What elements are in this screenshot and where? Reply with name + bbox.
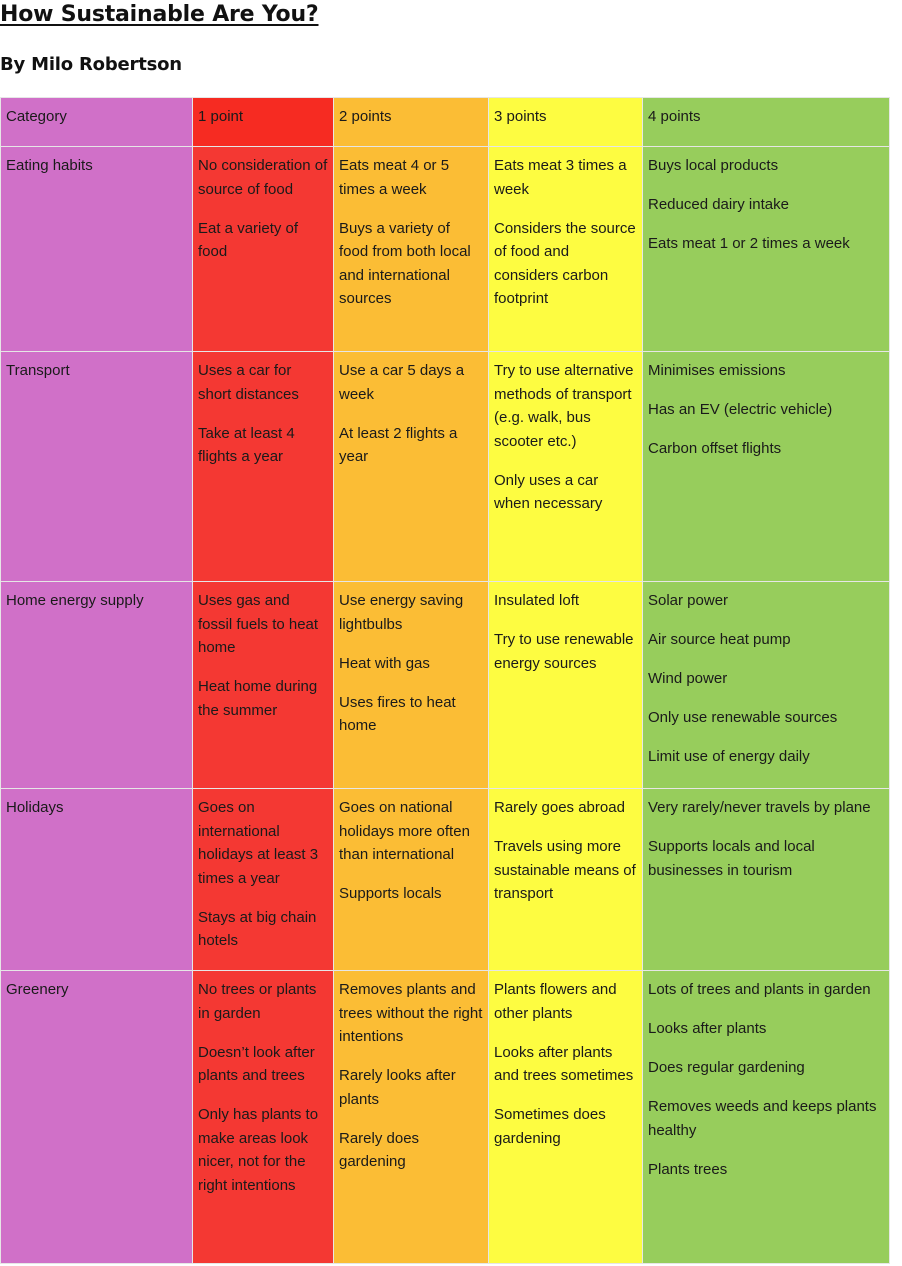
criterion-text: Eat a variety of food (198, 219, 299, 261)
criterion-text: Reduced dairy intake (648, 196, 789, 213)
cell-1-point: Goes on international holidays at least … (192, 788, 334, 971)
criterion-text: Solar power (648, 592, 729, 609)
criterion-text: Travels using more sustainable means of … (494, 838, 636, 902)
category-cell: Greenery (0, 970, 193, 1264)
criterion-text: Buys a variety of food from both local a… (339, 219, 471, 308)
header-category: Category (0, 97, 193, 147)
criterion-text: Try to use alternative methods of transp… (494, 362, 634, 450)
table-header-row: Category 1 point 2 points 3 points 4 poi… (0, 97, 890, 147)
cell-3-points: Plants flowers and other plants Looks aft… (488, 970, 643, 1264)
criterion-text: Carbon offset flights (648, 440, 782, 457)
criterion-text: Take at least 4 flights a year (198, 424, 295, 466)
cell-2-points: Eats meat 4 or 5 times a week Buys a vari… (333, 146, 489, 352)
criterion-text: Heat home during the summer (198, 678, 318, 719)
criterion-text: At least 2 flights a year (339, 424, 458, 466)
header-3-points: 3 points (488, 97, 643, 147)
cell-4-points: Lots of trees and plants in garden Looks … (642, 970, 890, 1264)
criterion-text: Heat with gas (339, 654, 430, 672)
criterion-text: Doesn’t look after plants and trees (198, 1043, 315, 1085)
criterion-text: Eats meat 3 times a week (494, 157, 627, 198)
criterion-text: Try to use renewable energy sources (494, 631, 634, 672)
criterion-text: Rarely does gardening (339, 1129, 420, 1171)
cell-1-point: No trees or plants in garden Doesn’t look… (192, 970, 334, 1264)
criterion-text: Only uses a car when necessary (494, 471, 603, 513)
criterion-text: Insulated loft (494, 592, 580, 609)
cell-1-point: No consideration of source of food Eat a … (192, 146, 334, 352)
cell-4-points: Minimises emissions Has an EV (electric v… (642, 351, 890, 582)
criterion-text: Removes plants and trees without the rig… (339, 981, 483, 1045)
cell-1-point: Uses a car for short distances Take at le… (192, 351, 334, 582)
criterion-text: Uses fires to heat home (339, 693, 456, 735)
criterion-text: No consideration of source of food (198, 157, 328, 198)
criterion-text: Stays at big chain hotels (198, 908, 317, 950)
cell-4-points: Buys local products Reduced dairy intake E… (642, 146, 890, 352)
criterion-text: Lots of trees and plants in garden (648, 981, 871, 998)
cell-3-points: Eats meat 3 times a week Considers the so… (488, 146, 643, 352)
criterion-text: Only has plants to make areas look nicer… (198, 1106, 319, 1194)
criterion-text: Wind power (648, 670, 728, 687)
criterion-text: Plants flowers and other plants (494, 981, 617, 1022)
criterion-text: Uses gas and fossil fuels to heat home (198, 592, 319, 656)
criterion-text: Does regular gardening (648, 1059, 805, 1076)
cell-2-points: Use a car 5 days a week At least 2 flight… (333, 351, 489, 582)
criterion-text: Very rarely/never travels by plane (648, 799, 871, 816)
criterion-text: Buys local products (648, 157, 779, 174)
criterion-text: Supports locals (339, 885, 442, 902)
criterion-text: Use a car 5 days a week (339, 362, 465, 403)
criterion-text: Goes on national holidays more often tha… (339, 799, 470, 863)
category-cell: Home energy supply (0, 581, 193, 789)
criterion-text: Sometimes does gardening (494, 1106, 606, 1147)
criterion-text: Looks after plants (648, 1020, 767, 1037)
criterion-text: Eats meat 4 or 5 times a week (339, 157, 450, 198)
category-cell: Transport (0, 351, 193, 582)
document-title: How Sustainable Are You? (0, 2, 319, 27)
header-2-points: 2 points (333, 97, 489, 147)
cell-3-points: Try to use alternative methods of transp… (488, 351, 643, 582)
cell-2-points: Use energy saving lightbulbs Heat with ga… (333, 581, 489, 789)
category-cell: Eating habits (0, 146, 193, 352)
table-row: Greenery No trees or plants in garden Doe… (0, 970, 890, 1264)
criterion-text: Supports locals and local businesses in … (648, 838, 815, 879)
cell-4-points: Solar power Air source heat pump Wind powe… (642, 581, 890, 789)
cell-3-points: Rarely goes abroad Travels using more sus… (488, 788, 643, 971)
cell-2-points: Goes on national holidays more often tha… (333, 788, 489, 971)
table-row: Home energy supply Uses gas and fossil fu… (0, 581, 890, 789)
header-1-point: 1 point (192, 97, 334, 147)
cell-3-points: Insulated loft Try to use renewable energ… (488, 581, 643, 789)
criterion-text: Eats meat 1 or 2 times a week (648, 235, 850, 252)
criterion-text: Goes on international holidays at least … (198, 799, 319, 887)
cell-1-point: Uses gas and fossil fuels to heat home He… (192, 581, 334, 789)
criterion-text: Air source heat pump (648, 631, 791, 648)
criterion-text: Uses a car for short distances (198, 362, 299, 403)
criterion-text: Rarely goes abroad (494, 799, 625, 816)
table-row: Transport Uses a car for short distances… (0, 351, 890, 582)
criterion-text: Plants trees (648, 1160, 728, 1178)
category-cell: Holidays (0, 788, 193, 971)
criterion-text: Rarely looks after plants (339, 1067, 456, 1108)
table-row: Holidays Goes on international holidays … (0, 788, 890, 971)
header-4-points: 4 points (642, 97, 890, 147)
criterion-text: Only use renewable sources (648, 709, 838, 726)
criterion-text: Limit use of energy daily (648, 748, 810, 765)
cell-4-points: Very rarely/never travels by plane Suppor… (642, 788, 890, 971)
criterion-text: Has an EV (electric vehicle) (648, 401, 833, 418)
document-author: By Milo Robertson (0, 54, 182, 75)
table-row: Eating habits No consideration of source … (0, 146, 890, 352)
criterion-text: Minimises emissions (648, 362, 786, 379)
criterion-text: Considers the source of food and conside… (494, 219, 636, 308)
criterion-text: Looks after plants and trees sometimes (494, 1043, 634, 1085)
criterion-text: Use energy saving lightbulbs (339, 592, 464, 633)
criterion-text: Removes weeds and keeps plants healthy (648, 1098, 877, 1139)
criterion-text: No trees or plants in garden (198, 981, 317, 1022)
sustainability-rubric-table: Category 1 point 2 points 3 points 4 poi… (0, 97, 890, 1264)
cell-2-points: Removes plants and trees without the rig… (333, 970, 489, 1264)
